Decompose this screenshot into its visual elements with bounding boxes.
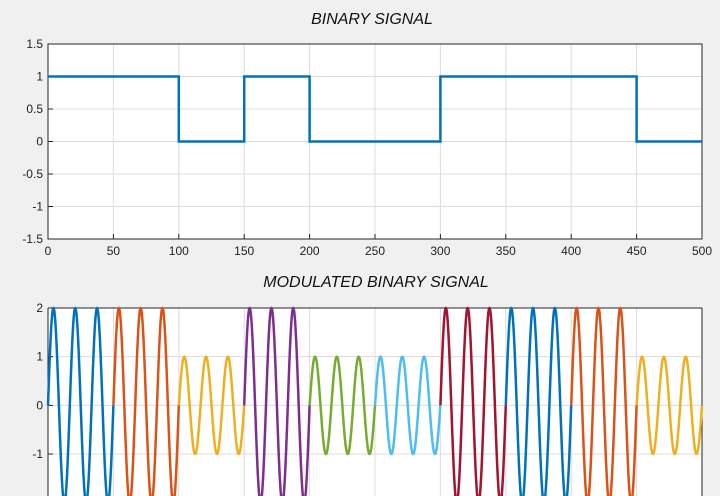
plot1-y-tick-label: 0.5	[26, 102, 43, 116]
plot1-y-tick-label: 1	[36, 70, 43, 84]
modulated-segment-8	[504, 306, 573, 496]
plot1-x-tick-label: 150	[234, 244, 254, 258]
plot1-x-tick-label: 0	[45, 244, 52, 258]
plot1-x-tick-label: 200	[300, 244, 320, 258]
plot1-x-tick-label: 450	[627, 244, 647, 258]
plot1-x-tick-label: 50	[107, 244, 121, 258]
plot1-y-tick-label: -1.5	[22, 232, 43, 246]
modulated-signal-title: MODULATED BINARY SIGNAL	[263, 274, 489, 291]
plot2-y-tick-label: 0	[36, 398, 43, 412]
modulated-segment-2	[112, 306, 181, 496]
plot2-y-tick-label: 1	[36, 350, 43, 364]
binary-signal-title: BINARY SIGNAL	[311, 11, 433, 28]
plot1-y-tick-label: 0	[36, 135, 43, 149]
modulated-segment-4	[242, 306, 311, 496]
plot1-x-tick-label: 100	[169, 244, 189, 258]
modulated-segment-3	[177, 355, 246, 456]
modulated-segment-1	[46, 306, 115, 496]
modulated-segment-6	[373, 355, 442, 456]
plot1-y-tick-label: -1	[32, 200, 43, 214]
plot1-y-tick-label: -0.5	[22, 167, 43, 181]
plot2-y-tick-label: 2	[36, 301, 43, 315]
modulated-segment-9	[569, 306, 638, 496]
plot1-x-tick-label: 300	[430, 244, 450, 258]
plot1-x-tick-label: 350	[496, 244, 516, 258]
plot2-y-tick-label: -1	[32, 447, 43, 461]
plot1-y-tick-label: 1.5	[26, 37, 43, 51]
plot1-x-tick-label: 400	[561, 244, 581, 258]
modulated-segment-7	[439, 306, 508, 496]
binary-signal-line	[48, 75, 702, 143]
plot1-x-tick-label: 500	[692, 244, 712, 258]
modulated-segment-5	[308, 355, 377, 456]
plot1-x-tick-label: 250	[365, 244, 385, 258]
modulated-segment-10	[635, 355, 704, 456]
